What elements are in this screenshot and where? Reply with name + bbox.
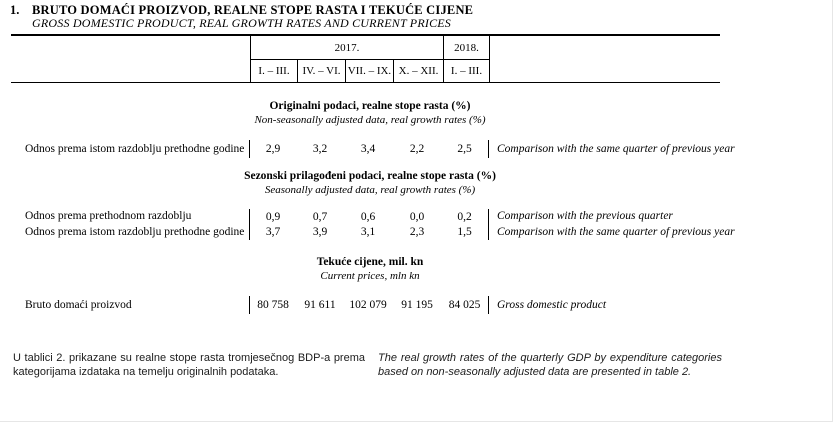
value-cell: 3,2 [312,143,328,155]
value-cell: 102 079 [349,299,387,311]
section-heading-croatian: Tekuće cijene, mil. kn [316,256,424,268]
section-heading-seasonally-adjusted: Sezonski prilagođeni podaci, realne stop… [127,169,613,197]
table-row-group-original: Odnos prema istom razdoblju prethodne go… [0,140,833,158]
value-cell: 0,0 [409,210,425,223]
row-labels-croatian: Bruto domaći proizvod [25,296,132,314]
row-labels-english: Gross domestic product [497,296,606,314]
row-labels-english: Comparison with the previous quarter Com… [497,209,735,240]
value-cell: 1,5 [457,226,472,239]
column-header-q4-2017: X. – XII. [393,60,443,82]
column-header-q1-2017: I. – III. [250,60,297,82]
value-cell: 0,7 [312,210,328,223]
row-label: Odnos prema istom razdoblju prethodne go… [25,143,245,155]
value-cell: 91 195 [401,299,433,311]
row-labels-croatian: Odnos prema prethodnom razdoblju Odnos p… [25,209,244,240]
table-row: 80 758 91 611 102 079 91 195 84 025 [250,296,488,314]
row-label-english: Comparison with the same quarter of prev… [497,225,735,238]
page-title-english: GROSS DOMESTIC PRODUCT, REAL GROWTH RATE… [32,16,451,30]
section-heading-english: Current prices, mln kn [320,270,420,282]
column-header-q3-2017: VII. – IX. [345,60,393,82]
table-row: 0,9 0,7 0,6 0,0 0,2 [250,209,488,225]
section-number: 1. [10,3,20,17]
value-cell: 80 758 [257,299,289,311]
value-cell: 0,9 [265,210,281,223]
column-header-q1-2018: I. – III. [443,60,490,82]
row-label-english: Gross domestic product [497,299,607,311]
section-heading-original-data: Originalni podaci, realne stope rasta (%… [127,99,613,127]
header-quarter-row: I. – III. IV. – VI. VII. – IX. X. – XII.… [250,59,490,82]
table-row-group-seasonally-adjusted: Odnos prema prethodnom razdoblju Odnos p… [0,209,833,240]
value-cell: 3,4 [360,143,376,155]
section-heading-english: Seasonally adjusted data, real growth ra… [264,184,476,196]
value-cell: 0,6 [360,210,376,223]
footnote-croatian: U tablici 2. prikazane su realne stope r… [13,352,365,378]
value-cell: 3,9 [312,226,328,239]
section-heading-current-prices: Tekuće cijene, mil. kn Current prices, m… [127,255,613,283]
row-label: Bruto domaći proizvod [25,299,132,311]
value-cell: 84 025 [448,299,481,311]
column-header-year-2018: 2018. [443,36,490,59]
row-labels-croatian: Odnos prema istom razdoblju prethodne go… [25,140,244,158]
row-label: Odnos prema istom razdoblju prethodne go… [25,225,245,238]
column-header-year-2017: 2017. [250,36,443,59]
row-values: 2,9 3,2 3,4 2,2 2,5 [249,140,489,158]
row-label: Odnos prema prethodnom razdoblju [25,210,192,222]
row-label-english: Comparison with the previous quarter [497,210,673,222]
value-cell: 2,5 [457,143,472,155]
table-header-bottom-rule [11,82,720,83]
table-row: 2,9 3,2 3,4 2,2 2,5 [250,140,488,158]
section-heading-croatian: Sezonski prilagođeni podaci, realne stop… [244,170,496,182]
row-label-english: Comparison with the same quarter of prev… [497,143,735,155]
value-cell: 3,7 [265,226,281,239]
value-cell: 3,1 [360,226,376,239]
value-cell: 2,2 [409,143,425,155]
header-year-row: 2017. 2018. [250,36,490,59]
table-row: 3,7 3,9 3,1 2,3 1,5 [250,225,488,241]
value-cell: 91 611 [304,299,336,311]
value-cell: 2,3 [409,226,425,239]
section-heading-croatian: Originalni podaci, realne stope rasta (%… [269,100,471,112]
page-title-croatian: BRUTO DOMAĆI PROIZVOD, REALNE STOPE RAST… [32,3,474,17]
value-cell: 2,9 [265,143,281,155]
table-column-headers: 2017. 2018. I. – III. IV. – VI. VII. – I… [250,36,490,82]
value-cell: 0,2 [457,210,472,223]
footnote-english: The real growth rates of the quarterly G… [378,352,722,378]
row-labels-english: Comparison with the same quarter of prev… [497,140,735,158]
row-values: 0,9 0,7 0,6 0,0 0,2 3,7 3,9 3,1 2,3 1,5 [249,209,489,240]
column-header-q2-2017: IV. – VI. [297,60,345,82]
row-values: 80 758 91 611 102 079 91 195 84 025 [249,296,489,314]
section-heading-english: Non-seasonally adjusted data, real growt… [254,114,486,126]
table-row-group-gdp-current-prices: Bruto domaći proizvod 80 758 91 611 102 … [0,296,833,314]
table-top-rule [11,34,720,36]
